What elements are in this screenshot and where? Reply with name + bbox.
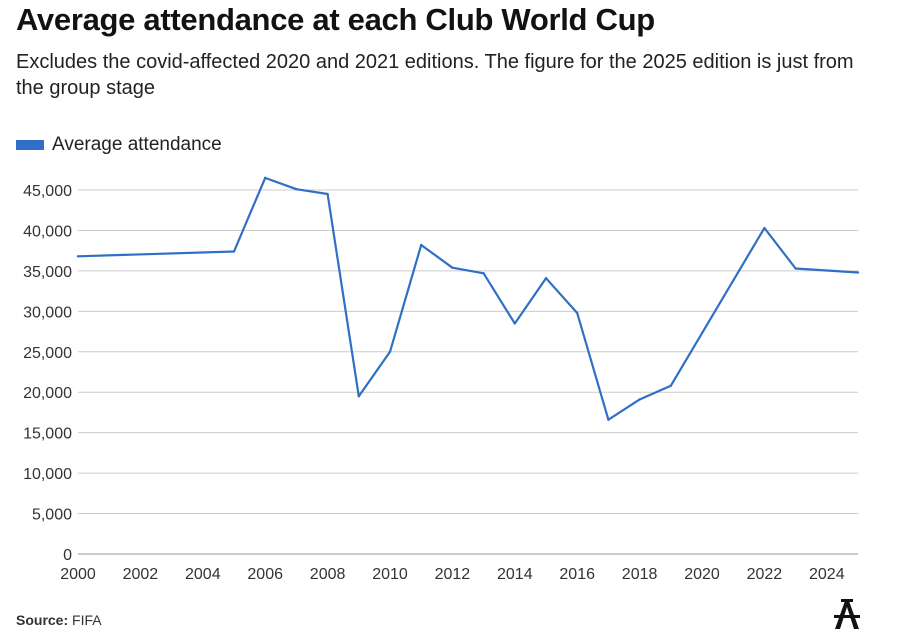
legend-swatch (16, 140, 44, 150)
y-tick-label: 15,000 (23, 426, 72, 443)
x-tick-label: 2010 (372, 566, 408, 583)
x-tick-label: 2016 (559, 566, 595, 583)
data-point (576, 311, 579, 315)
y-tick-label: 35,000 (23, 264, 72, 281)
data-point (76, 255, 80, 258)
y-tick-label: 25,000 (23, 345, 72, 362)
source-value: FIFA (72, 612, 102, 628)
x-tick-label: 2002 (123, 566, 159, 583)
legend-label: Average attendance (52, 134, 222, 155)
x-tick-label: 2020 (684, 566, 720, 583)
x-tick-label: 2024 (809, 566, 845, 583)
x-tick-label: 2008 (310, 566, 346, 583)
data-point (513, 322, 516, 325)
athletic-logo-icon (834, 599, 860, 629)
x-tick-label: 2004 (185, 566, 221, 583)
data-point (607, 418, 610, 421)
y-tick-label: 30,000 (23, 304, 72, 321)
source-note: Source: FIFA (16, 612, 102, 628)
y-tick-label: 45,000 (23, 183, 72, 200)
series-line-average-attendance (77, 176, 859, 421)
data-point (794, 267, 797, 270)
x-tick-label: 2022 (747, 566, 783, 583)
data-point (264, 176, 267, 180)
chart-subtitle: Excludes the covid-affected 2020 and 202… (16, 51, 854, 99)
data-point (295, 187, 298, 191)
x-tick-label: 2006 (247, 566, 283, 583)
data-point (669, 384, 672, 387)
data-point (388, 350, 392, 353)
data-point (638, 398, 641, 401)
y-tick-label: 10,000 (23, 466, 72, 483)
chart-title: Average attendance at each Club World Cu… (16, 2, 655, 37)
x-tick-label: 2000 (60, 566, 96, 583)
y-tick-label: 0 (63, 547, 72, 564)
source-label: Source: (16, 612, 69, 628)
data-point (482, 272, 485, 275)
x-tick-label: 2012 (435, 566, 471, 583)
data-point (326, 192, 329, 196)
data-point (763, 226, 766, 230)
data-point (856, 271, 860, 274)
y-tick-label: 40,000 (23, 223, 72, 240)
x-tick-label: 2018 (622, 566, 658, 583)
data-point (357, 395, 360, 398)
data-point (544, 276, 548, 280)
y-tick-label: 5,000 (32, 507, 72, 524)
data-point (420, 243, 423, 247)
y-tick-label: 20,000 (23, 385, 72, 402)
data-point (232, 250, 236, 253)
legend: Average attendance (16, 134, 222, 156)
x-tick-label: 2014 (497, 566, 533, 583)
data-point (451, 266, 454, 269)
